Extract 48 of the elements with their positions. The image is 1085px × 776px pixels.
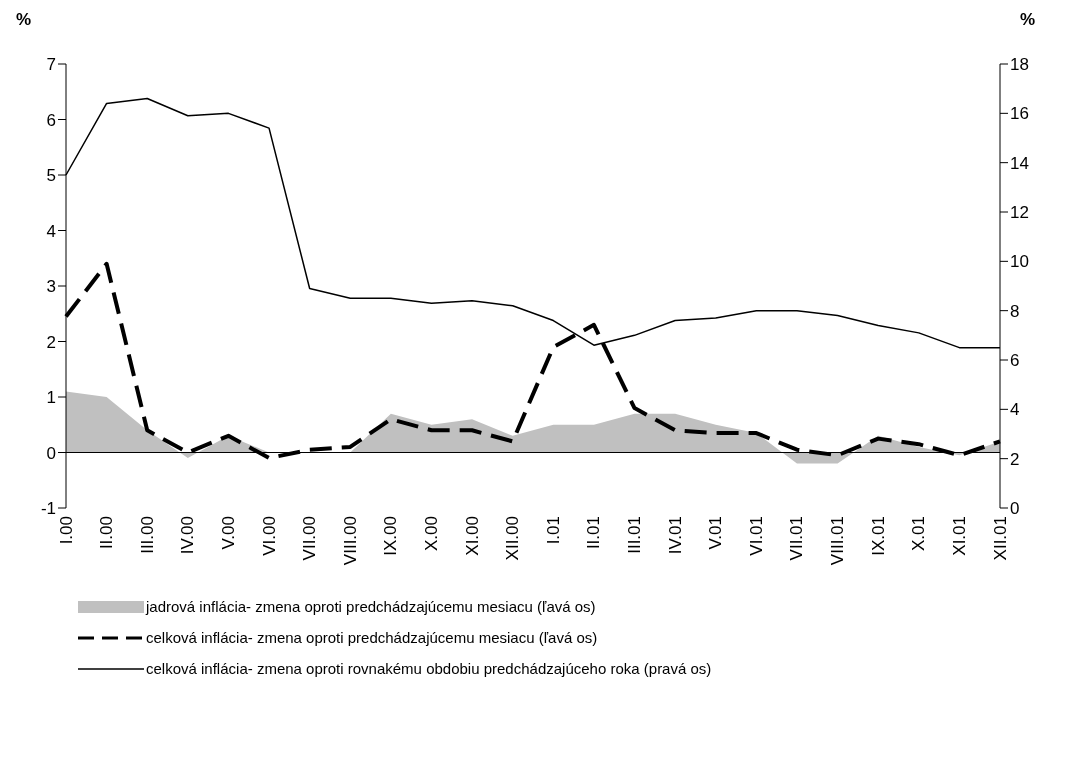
x-tick-label: VIII.00 [340,516,360,566]
y-tick-label: 6 [46,110,56,130]
x-tick-label: XII.00 [503,516,523,561]
x-tick-label: VII.00 [300,516,320,561]
x-tick-label: II.00 [97,516,117,550]
y-tick-label: 0 [46,443,56,463]
x-tick-label: VII.01 [787,516,807,561]
y-tick-label: 1 [46,388,56,408]
y-axis-title: % [16,10,32,30]
x-tick-label: XII.01 [990,516,1010,561]
y2-tick-label: 2 [1010,449,1020,469]
x-tick-label: IV.00 [178,516,198,555]
y2-tick-label: 14 [1010,153,1029,173]
y2-tick-label: 4 [1010,400,1020,420]
x-tick-label: XI.00 [462,516,482,556]
x-tick-label: I.01 [543,516,563,545]
x-tick-label: V.01 [706,516,726,550]
y-tick-label: 5 [46,166,56,186]
x-tick-label: III.00 [137,516,157,554]
y2-tick-label: 8 [1010,301,1020,321]
y-tick-label: 4 [46,221,56,241]
y-tick-label: 2 [46,332,56,352]
x-tick-label: VI.00 [259,516,279,556]
y2-tick-label: 10 [1010,252,1029,272]
y-tick-label: 3 [46,277,56,297]
x-tick-label: I.00 [56,516,76,545]
x-tick-label: IV.01 [665,516,685,555]
x-tick-label: IX.01 [868,516,888,556]
x-tick-label: X.01 [909,516,929,551]
x-tick-label: III.01 [625,516,645,554]
y-tick-label: -1 [40,499,56,519]
x-tick-label: VIII.01 [828,516,848,566]
y2-tick-label: 12 [1010,203,1029,223]
x-tick-label: IX.00 [381,516,401,556]
x-tick-label: VI.01 [746,516,766,556]
y2-tick-label: 16 [1010,104,1029,124]
y-tick-label: 7 [46,55,56,75]
legend-label: celková inflácia- zmena oproti rovnakému obdobiu predchádzajúceho roka (pravá os) [146,660,712,677]
legend-label: celková inflácia- zmena oproti predchádzajúcemu mesiacu (ľavá os) [146,629,598,646]
y2-tick-label: 6 [1010,351,1020,371]
x-tick-label: V.00 [218,516,238,550]
y2-axis-title: % [1020,10,1036,30]
x-tick-label: XI.01 [949,516,969,556]
y2-tick-label: 0 [1010,499,1020,519]
y2-tick-label: 18 [1010,55,1029,75]
legend-label: jadrová inflácia- zmena oproti predchádzajúcemu mesiacu (ľavá os) [146,598,596,615]
x-tick-label: II.01 [584,516,604,550]
x-tick-label: X.00 [421,516,441,551]
